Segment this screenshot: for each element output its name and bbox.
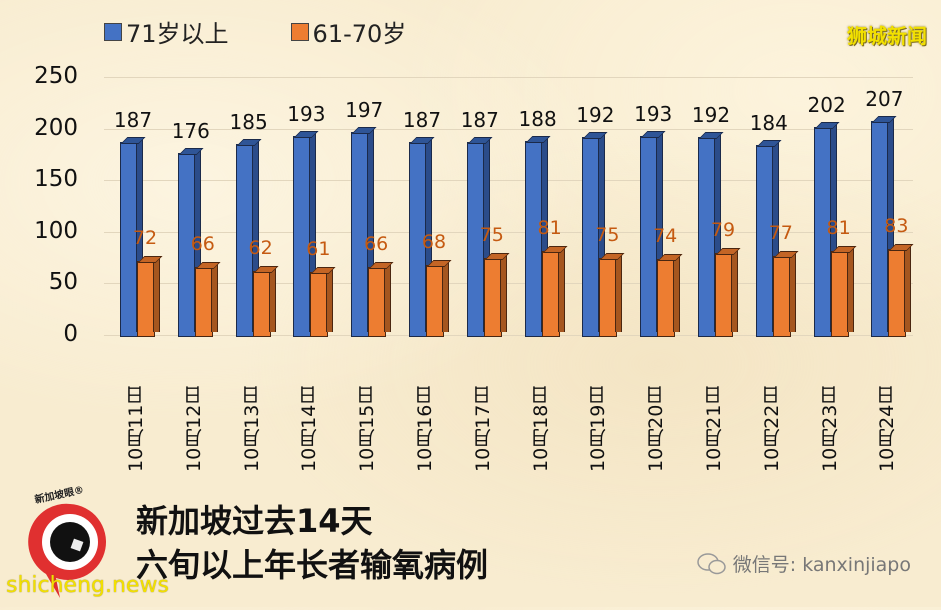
bar-61-70 [657,253,683,337]
data-label-71-plus: 187 [402,108,442,133]
x-tick-label: 10月15日 [356,385,379,472]
data-label-61-70: 75 [595,223,620,246]
data-label-71-plus: 202 [807,92,846,117]
bar-61-70 [715,248,741,337]
bar-71-plus [813,121,840,337]
data-label-61-70: 83 [884,215,909,238]
chart-legend: 71岁以上 61-70岁 [104,14,406,49]
bar-61-70 [310,267,336,337]
bar-61-70 [599,252,625,337]
bar-61-70 [541,246,568,337]
bar-61-70 [483,252,510,337]
y-tick-label: 0 [63,321,78,347]
data-label-61-70: 74 [653,224,678,247]
bar-61-70 [252,266,279,337]
data-label-71-plus: 184 [749,111,788,136]
wechat-id: 微信号: kanxinjiapo [697,550,911,577]
bar-71-plus [177,148,204,337]
wechat-label: 微信号: kanxinjiapo [732,554,911,576]
data-label-71-plus: 193 [634,101,673,126]
data-label-61-70: 66 [190,232,215,255]
gridline [104,283,913,285]
x-tick-label: 10月11日 [125,385,147,472]
bar-61-70 [772,250,799,337]
footer-title-line-1: 新加坡过去14天 [136,502,373,540]
data-label-71-plus: 193 [287,101,326,126]
gridline [104,180,913,182]
bar-71-plus [293,130,319,337]
legend-label: 61-70岁 [312,20,407,48]
data-label-61-70: 72 [132,226,158,249]
bar-71-plus [640,130,666,337]
data-label-61-70: 77 [768,221,793,244]
data-label-61-70: 81 [826,217,851,240]
y-tick-label: 200 [34,114,78,141]
y-tick-label: 50 [48,269,78,296]
bar-71-plus [755,140,782,337]
x-tick-label: 10月20日 [645,385,668,472]
bar-71-plus [698,131,724,337]
legend-item-71-plus: 71岁以上 [104,14,229,49]
bar-61-70 [194,261,221,337]
legend-label: 71岁以上 [126,20,229,48]
x-tick-label: 10月16日 [414,385,436,472]
bar-71-plus [524,135,551,337]
data-label-71-plus: 187 [113,108,153,133]
bar-61-70 [888,244,914,337]
data-label-71-plus: 188 [518,106,557,131]
x-tick-label: 10月23日 [818,385,841,472]
data-label-71-plus: 207 [865,87,904,112]
logo: 新加坡眼® [26,485,114,606]
brand-watermark: 狮城新闻 [847,24,927,48]
gridline [104,128,913,130]
data-label-61-70: 81 [537,217,562,240]
bar-71-plus [409,137,435,337]
y-tick-label: 250 [34,63,78,89]
x-tick-label: 10月21日 [703,385,725,472]
gridline [104,231,913,233]
bar-71-plus [466,137,493,337]
y-tick-label: 100 [34,217,78,244]
data-label-61-70: 68 [421,230,447,253]
data-label-61-70: 61 [306,238,331,261]
y-tick-label: 150 [34,166,78,193]
bar-61-70 [426,259,452,337]
bar-71-plus [871,116,897,337]
bar-71-plus [120,137,146,337]
data-label-61-70: 75 [479,223,504,246]
data-label-71-plus: 187 [460,108,499,133]
site-watermark: shicheng.news [6,573,169,598]
bar-61-70 [137,255,163,337]
data-label-71-plus: 192 [576,102,615,127]
x-tick-label: 10月18日 [529,385,552,472]
bar-71-plus [582,131,608,337]
legend-swatch-orange [290,22,309,41]
x-tick-label: 10月24日 [876,385,899,472]
legend-item-61-70: 61-70岁 [290,14,407,49]
eye-icon [28,503,107,598]
bar-61-70 [368,261,394,337]
x-tick-label: 10月17日 [471,385,494,472]
bar-71-plus [235,139,262,337]
data-label-61-70: 79 [710,219,736,242]
data-label-71-plus: 185 [229,110,268,135]
footer-title-line-2: 六旬以上年长者输氧病例 [136,546,489,584]
x-tick-label: 10月12日 [182,385,205,472]
data-label-71-plus: 192 [691,102,731,127]
data-label-61-70: 66 [364,232,389,255]
x-tick-label: 10月14日 [298,385,321,472]
gridline [104,77,913,78]
gridline [104,335,913,336]
bar-61-70 [830,246,857,337]
data-label-71-plus: 197 [345,97,384,122]
data-label-71-plus: 176 [171,119,210,144]
bar-71-plus [351,126,377,337]
wechat-icon [697,552,726,574]
x-tick-label: 10月19日 [587,385,610,472]
x-tick-label: 10月13日 [240,385,263,472]
legend-swatch-blue [104,22,122,41]
x-tick-label: 10月22日 [760,385,783,472]
data-label-61-70: 62 [248,237,273,260]
